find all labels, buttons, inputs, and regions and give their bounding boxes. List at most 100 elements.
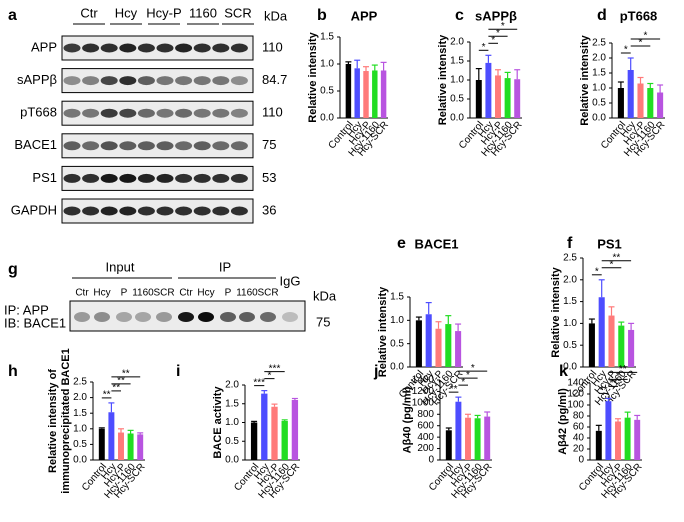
blot-band	[100, 76, 118, 86]
blot-band	[212, 206, 230, 216]
bar	[363, 71, 369, 118]
blot-band	[82, 108, 100, 118]
lane-label: Hcy	[93, 288, 110, 299]
sig-label: **	[112, 383, 120, 394]
y-axis-label: Aβ42 (pg/ml)	[557, 388, 569, 455]
lane-label: Hcy-P	[146, 5, 181, 20]
blot-band	[178, 312, 194, 322]
lane-label: P	[225, 288, 232, 299]
chart-title: BACE1	[414, 236, 458, 251]
y-tick-label: 100	[567, 400, 584, 411]
panel-letter: j	[373, 363, 378, 380]
blot-band	[212, 141, 230, 151]
chart-title: APP	[351, 8, 378, 23]
bar	[380, 70, 387, 118]
blot-band	[193, 173, 211, 183]
bar	[354, 68, 360, 118]
y-tick-label: 0.5	[450, 94, 464, 105]
y-tick-label: 0	[578, 455, 584, 466]
row-label: IB: BACE1	[4, 315, 66, 330]
y-tick-label: 2.5	[73, 377, 87, 388]
blot-band	[212, 43, 230, 53]
sig-label: **	[122, 369, 130, 380]
sig-label: ***	[253, 377, 265, 388]
row-label: PS1	[32, 170, 57, 185]
blot-band	[63, 173, 81, 183]
unit-label: kDa	[313, 288, 337, 303]
lane-label: SCR	[153, 288, 174, 299]
lane-label: Hcy	[197, 288, 214, 299]
blot-band	[119, 43, 137, 53]
y-tick-label: 1200	[412, 386, 435, 397]
blot-band	[119, 173, 137, 183]
y-axis-label: Relative intensity	[437, 34, 449, 125]
blot-band	[137, 206, 155, 216]
bar	[435, 328, 442, 367]
sig-label: *	[610, 259, 614, 270]
y-tick-label: 1.5	[592, 68, 606, 79]
bar	[271, 406, 278, 460]
blot-band	[119, 206, 137, 216]
group-label: Input	[106, 259, 135, 274]
y-tick-label: 600	[417, 420, 434, 431]
bar	[514, 79, 521, 118]
blot-band	[82, 206, 100, 216]
lane-label: P	[121, 288, 128, 299]
blot-band	[119, 76, 137, 86]
blot-band	[239, 312, 255, 322]
kda-label: 53	[262, 170, 276, 185]
lane-label: 1160	[189, 5, 217, 20]
y-tick-label: 2.0	[563, 274, 577, 285]
bar	[605, 401, 612, 460]
y-axis-label: Aβ40 (pg/ml)	[402, 386, 414, 453]
blot-band	[63, 43, 81, 53]
y-tick-label: 0.0	[450, 113, 464, 124]
bar	[415, 320, 422, 367]
lane-label: SCR	[257, 288, 278, 299]
lane-label: Hcy	[115, 5, 138, 20]
bar	[345, 64, 352, 118]
blot-band	[156, 43, 174, 53]
sig-label: **	[619, 364, 627, 375]
y-axis-label: Relative intensity	[579, 34, 591, 125]
panel-letter: e	[397, 235, 406, 252]
sig-label: *	[643, 31, 647, 42]
kda-label: 84.7	[262, 72, 287, 87]
y-tick-label: 1.5	[73, 408, 87, 419]
bar	[608, 315, 615, 367]
kda-label: 110	[262, 39, 283, 54]
bar	[598, 297, 605, 367]
blot-band	[212, 173, 230, 183]
blot-band	[100, 108, 118, 118]
bar	[250, 422, 258, 460]
y-tick-label: 0.0	[563, 362, 577, 373]
row-label: IP: APP	[4, 302, 49, 317]
blot-band	[137, 141, 155, 151]
bar	[118, 432, 124, 460]
blot-band	[156, 76, 174, 86]
blot-band	[282, 312, 298, 322]
row-label: APP	[31, 39, 57, 54]
y-tick-label: 0.5	[592, 98, 606, 109]
kda-label: 36	[262, 202, 276, 217]
blot-band	[212, 76, 230, 86]
bar	[108, 412, 115, 460]
bar	[98, 428, 105, 460]
bar	[624, 417, 631, 460]
sig-label: *	[616, 371, 620, 382]
bar	[425, 314, 432, 367]
blot-band	[175, 108, 193, 118]
y-tick-label: 0.0	[320, 113, 334, 124]
bar	[617, 88, 624, 118]
bar	[618, 325, 625, 367]
bar	[628, 329, 635, 367]
blot-band	[63, 141, 81, 151]
blot-band	[119, 108, 137, 118]
bar	[445, 430, 452, 460]
bar	[474, 418, 481, 460]
blot-band	[119, 141, 137, 151]
blot-band	[230, 206, 248, 216]
bar	[485, 62, 492, 118]
bar	[281, 421, 288, 460]
bar	[455, 401, 462, 460]
